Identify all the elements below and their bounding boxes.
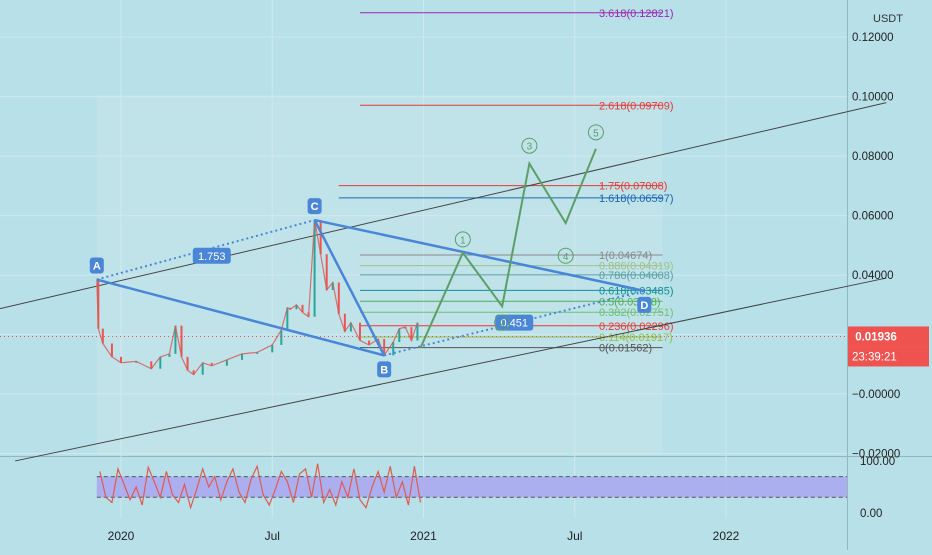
fib-level-label: 0(0.01562) <box>599 343 652 355</box>
price-badges: 0.01936 23:39:21 <box>848 326 929 367</box>
fibonacci-levels: 3.618(0.12821) 2.618(0.09709) 1.75(0.07008… <box>338 8 674 355</box>
rsi-pane <box>96 463 848 510</box>
abcd-ratio-badge <box>192 247 231 264</box>
price-tick-label: 0.10000 <box>852 92 894 104</box>
fib-level-label: 3.618(0.12821) <box>599 8 674 20</box>
fib-level-label: 0.236(0.02296) <box>599 321 674 333</box>
fib-level-label: 0.786(0.04008) <box>599 270 674 282</box>
abcd-point-badge <box>89 257 104 274</box>
price-tick-label: 0.12000 <box>852 32 894 44</box>
price-tick-label: −0.00000 <box>852 389 900 401</box>
fib-level-label: 1.75(0.07008) <box>599 181 668 193</box>
trend-channel[interactable] <box>0 102 887 462</box>
abcd-ratio-badge <box>495 314 534 331</box>
abcd-leg <box>96 278 385 357</box>
time-tick-label: 2022 <box>713 529 740 543</box>
abcd-point-label: D <box>640 300 648 312</box>
abcd-leg <box>314 218 645 293</box>
wave-label: 1 <box>460 235 466 246</box>
fib-level-label: 1(0.04674) <box>599 250 652 262</box>
price-series <box>0 219 847 376</box>
wave-label-circle <box>454 231 471 248</box>
fib-level-label: 0.114(0.01917) <box>599 332 673 344</box>
abcd-point-badge <box>377 361 392 378</box>
abcd-leg <box>313 219 386 356</box>
fib-level-label: 0.618(0.03485) <box>599 285 674 297</box>
price-line <box>96 219 419 376</box>
abcd-point-label: B <box>380 364 388 376</box>
current-price-label: 0.01936 <box>852 331 897 343</box>
wave-label: 3 <box>527 142 533 153</box>
abcd-point-badge <box>637 296 652 313</box>
price-tick-label: 0.04000 <box>852 270 894 282</box>
price-tick-label: 0.08000 <box>852 151 894 163</box>
fib-level-label: 2.618(0.09709) <box>599 100 674 112</box>
time-tick-label: 2020 <box>108 529 135 543</box>
time-axis-background <box>0 520 932 550</box>
wave-label-circle <box>557 247 574 264</box>
fib-level-label: 0.886(0.04319) <box>599 261 674 273</box>
rsi-tick-label: 100.00 <box>860 456 895 468</box>
elliott-wave[interactable]: 1 2 3 4 5 <box>419 124 604 349</box>
rsi-band <box>96 476 848 498</box>
time-axis[interactable]: 2020 Jul 2021 Jul 2022 <box>108 529 740 543</box>
channel-line <box>0 102 887 310</box>
abcd-pattern[interactable]: A B C D 1.753 0.451 <box>89 198 652 378</box>
wave-label-circle <box>587 124 604 141</box>
rsi-line <box>99 463 422 510</box>
abcd-point-badge <box>307 198 322 215</box>
channel-line <box>15 277 887 462</box>
countdown-label: 23:39:21 <box>852 351 897 363</box>
wave-label-circle <box>521 137 538 154</box>
wave-path <box>419 148 597 349</box>
wave-label: 2 <box>499 319 505 330</box>
fib-level-label: 0.382(0.02751) <box>599 307 674 319</box>
wave-label-circle <box>494 314 511 331</box>
price-axis[interactable]: USDT 0.12000 0.10000 0.08000 0.06000 0.04000 0… <box>852 13 903 520</box>
abcd-ratio-label: 1.753 <box>198 251 226 263</box>
price-tick-label: 0.06000 <box>852 211 894 223</box>
current-price-badge <box>848 326 929 347</box>
rsi-tick-label: 0.00 <box>860 508 882 520</box>
price-axis-unit: USDT <box>873 13 903 25</box>
countdown-badge <box>848 346 929 367</box>
gridlines <box>0 0 847 518</box>
abcd-point-label: A <box>93 261 101 273</box>
abcd-ratio-label: 0.451 <box>500 318 528 330</box>
time-tick-label: Jul <box>265 529 280 543</box>
time-tick-label: Jul <box>567 529 582 543</box>
price-tick-label: −0.02000 <box>852 449 900 461</box>
abcd-point-label: C <box>311 201 319 213</box>
wave-label: 4 <box>563 252 569 263</box>
wave-label: 5 <box>593 128 599 139</box>
time-tick-label: 2021 <box>410 529 437 543</box>
fib-level-label: 1.618(0.06597) <box>599 193 674 205</box>
